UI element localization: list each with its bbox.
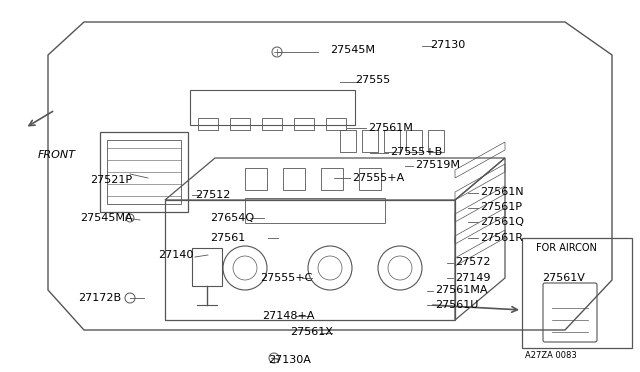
Text: 27555+A: 27555+A <box>352 173 404 183</box>
Bar <box>245 168 267 190</box>
Bar <box>262 118 282 130</box>
Text: 27545M: 27545M <box>330 45 375 55</box>
Text: 27172B: 27172B <box>78 293 121 303</box>
Text: 27561N: 27561N <box>480 187 524 197</box>
Bar <box>406 130 422 152</box>
Text: 27561U: 27561U <box>435 300 478 310</box>
Text: FRONT: FRONT <box>38 150 76 160</box>
Text: 27561MA: 27561MA <box>435 285 488 295</box>
Text: 27130A: 27130A <box>268 355 311 365</box>
Text: 27555+C: 27555+C <box>260 273 312 283</box>
Text: 27555: 27555 <box>355 75 390 85</box>
Bar <box>359 168 381 190</box>
Text: 27572: 27572 <box>455 257 490 267</box>
Bar <box>107 140 181 204</box>
Bar <box>384 130 400 152</box>
Text: 27561V: 27561V <box>542 273 585 283</box>
Bar <box>321 168 343 190</box>
Text: 27555+B: 27555+B <box>390 147 442 157</box>
Text: 27512: 27512 <box>195 190 230 200</box>
Bar <box>362 130 378 152</box>
Bar <box>283 168 305 190</box>
Bar <box>326 118 346 130</box>
Text: A27ZA 0083: A27ZA 0083 <box>525 350 577 359</box>
Text: 27561X: 27561X <box>290 327 333 337</box>
Text: 27561P: 27561P <box>480 202 522 212</box>
Text: 27545MA: 27545MA <box>80 213 132 223</box>
Text: 27561: 27561 <box>210 233 245 243</box>
Bar <box>198 118 218 130</box>
Bar <box>100 132 188 212</box>
Text: 27561M: 27561M <box>368 123 413 133</box>
Text: 27654Q: 27654Q <box>210 213 254 223</box>
Text: 27521P: 27521P <box>90 175 132 185</box>
Text: 27561Q: 27561Q <box>480 217 524 227</box>
Text: 27148+A: 27148+A <box>262 311 314 321</box>
Bar <box>245 198 385 223</box>
Text: 27140: 27140 <box>158 250 193 260</box>
Bar <box>428 130 444 152</box>
Bar <box>230 118 250 130</box>
Bar <box>294 118 314 130</box>
Text: FOR AIRCON: FOR AIRCON <box>536 243 597 253</box>
Text: 27149: 27149 <box>455 273 490 283</box>
Bar <box>522 238 632 348</box>
Text: 27130: 27130 <box>430 40 465 50</box>
Bar <box>192 248 222 286</box>
Bar <box>190 90 355 125</box>
Bar <box>340 130 356 152</box>
Text: 27519M: 27519M <box>415 160 460 170</box>
Text: 27561R: 27561R <box>480 233 523 243</box>
